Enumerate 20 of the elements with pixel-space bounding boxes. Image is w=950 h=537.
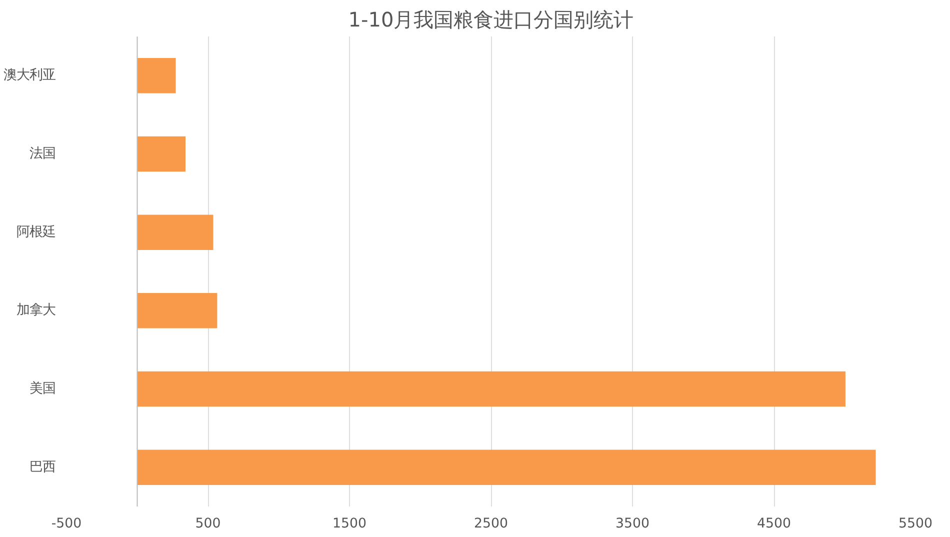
bar <box>137 58 176 94</box>
x-tick-label: 2500 <box>474 516 508 532</box>
x-tick-label: -500 <box>51 516 82 532</box>
chart-title: 1-10月我国粮食进口分国别统计 <box>348 8 634 32</box>
bar <box>137 371 846 407</box>
x-tick-label: 4500 <box>757 516 791 532</box>
bar <box>137 293 218 328</box>
y-tick-label: 法国 <box>30 146 56 162</box>
x-tick-label: 500 <box>195 516 221 532</box>
y-tick-label: 阿根廷 <box>16 224 56 240</box>
bar <box>137 214 214 250</box>
y-tick-label: 加拿大 <box>16 303 56 318</box>
bar <box>137 136 186 172</box>
y-tick-label: 美国 <box>30 380 56 396</box>
bar <box>137 450 876 485</box>
x-tick-label: 3500 <box>616 516 650 532</box>
x-tick-label: 1500 <box>332 516 366 532</box>
y-tick-label: 巴西 <box>30 460 56 475</box>
y-tick-label: 澳大利亚 <box>4 68 56 84</box>
x-tick-label: 5500 <box>898 516 932 532</box>
